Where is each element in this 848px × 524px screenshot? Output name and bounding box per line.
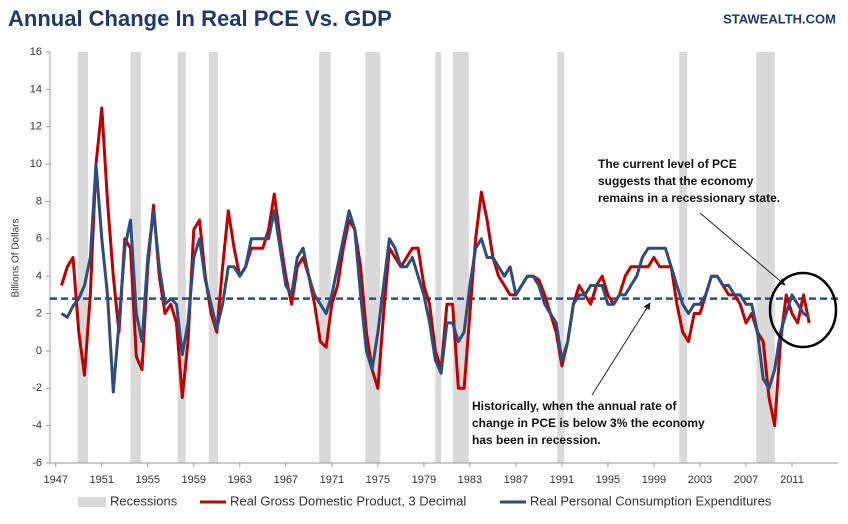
x-tick-label: 1955: [136, 474, 160, 486]
y-tick-label: -6: [32, 457, 42, 469]
chart-title: Annual Change In Real PCE Vs. GDP: [8, 6, 392, 31]
recession-band: [365, 52, 381, 463]
x-tick-label: 1967: [274, 474, 298, 486]
y-tick-label: 12: [30, 121, 42, 133]
y-tick-label: -2: [32, 382, 42, 394]
x-tick-label: 1987: [504, 474, 528, 486]
x-tick-label: 1971: [320, 474, 344, 486]
y-tick-label: 16: [30, 46, 42, 58]
x-tick-label: 2007: [734, 474, 758, 486]
recession-band: [208, 52, 218, 463]
recession-band: [319, 52, 331, 463]
y-tick-label: 6: [36, 233, 42, 245]
annotation: change in PCE is below 3% the economy: [472, 416, 705, 430]
y-tick-label: 8: [36, 195, 42, 207]
legend-label: Recessions: [110, 493, 178, 508]
recession-band: [557, 52, 565, 463]
y-axis-label: Billions Of Dollars: [11, 219, 22, 298]
x-tick-label: 1999: [642, 474, 666, 486]
annotation: Historically, when the annual rate of: [472, 399, 677, 413]
x-tick-label: 1951: [90, 474, 114, 486]
annotation: remains in a recessionary state.: [598, 191, 780, 205]
x-tick-label: 2003: [688, 474, 712, 486]
series-line: [60, 106, 811, 428]
highlight-circle: [768, 271, 838, 349]
y-tick-label: 0: [36, 345, 42, 357]
legend-label: Real Gross Domestic Product, 3 Decimal: [230, 493, 466, 508]
legend-swatch: [78, 497, 106, 507]
series-line: [60, 162, 811, 394]
x-tick-label: 1995: [596, 474, 620, 486]
recession-band: [130, 52, 141, 463]
recession-band: [756, 52, 775, 463]
x-tick-label: 1991: [550, 474, 574, 486]
x-tick-label: 1975: [366, 474, 390, 486]
x-tick-label: 1947: [44, 474, 68, 486]
recession-band: [452, 52, 469, 463]
y-tick-label: 4: [36, 270, 42, 282]
x-tick-label: 1963: [228, 474, 252, 486]
x-tick-label: 1979: [412, 474, 436, 486]
legend-label: Real Personal Consumption Expenditures: [530, 493, 772, 508]
y-tick-label: -4: [32, 420, 42, 432]
annotation-arrow: [699, 212, 786, 286]
x-tick-label: 1983: [458, 474, 482, 486]
y-tick-label: 14: [30, 83, 42, 95]
x-tick-label: 1959: [182, 474, 206, 486]
recession-band: [679, 52, 688, 463]
recession-band: [77, 52, 88, 463]
source: STAWEALTH.COM: [723, 11, 836, 26]
annotation-arrow: [591, 302, 651, 396]
y-tick-label: 10: [30, 158, 42, 170]
y-tick-label: 2: [36, 307, 42, 319]
annotation: has been in recession.: [472, 433, 601, 447]
annotation: suggests that the economy: [598, 174, 754, 188]
annotation: The current level of PCE: [598, 157, 737, 171]
recession-band: [435, 52, 442, 463]
x-tick-label: 2011: [780, 474, 804, 486]
recession-band: [177, 52, 186, 463]
